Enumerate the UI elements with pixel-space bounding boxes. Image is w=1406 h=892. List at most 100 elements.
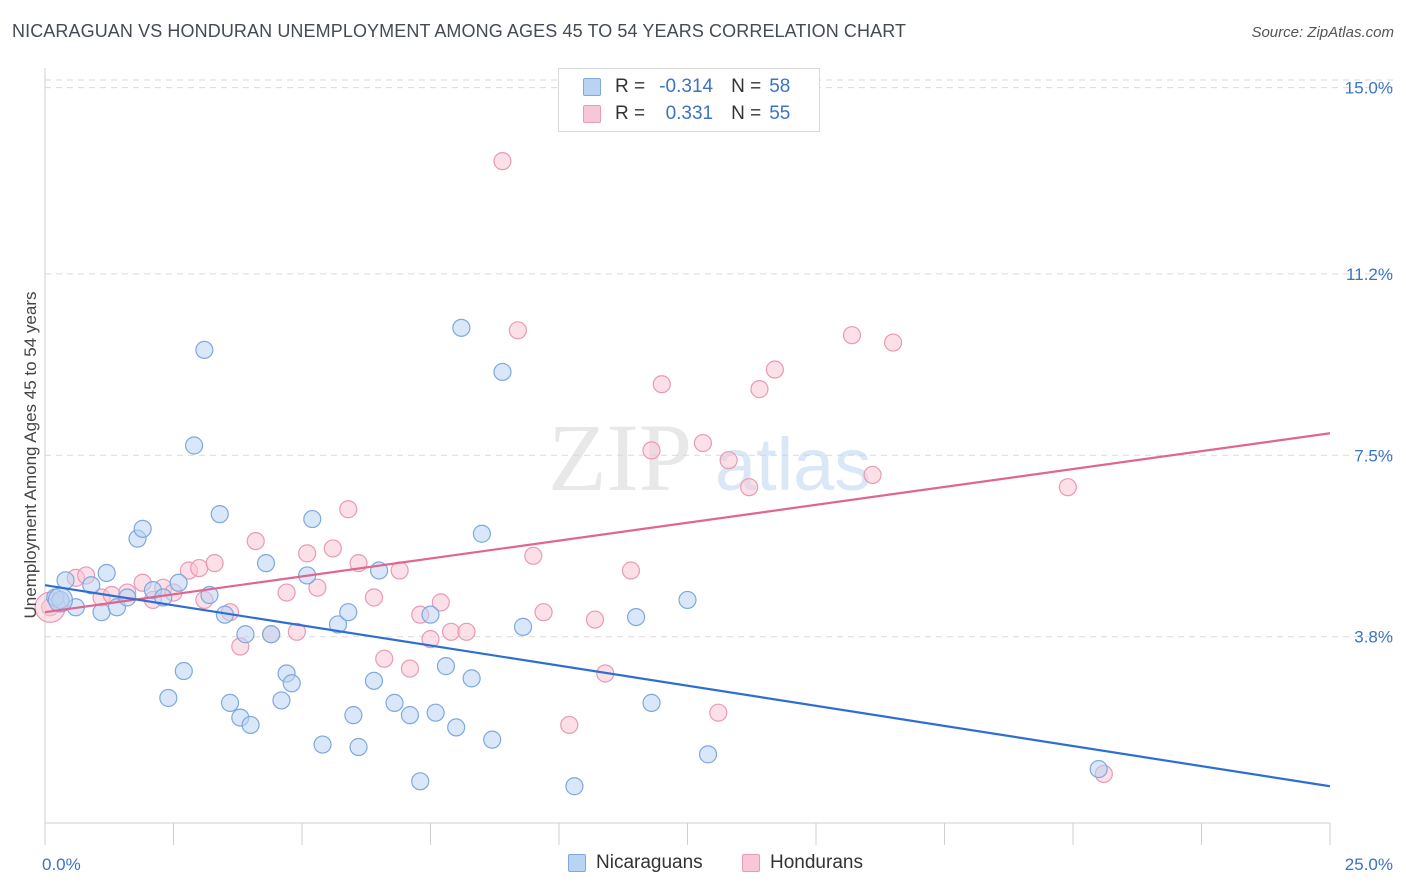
x-tick-label-min: 0.0% (42, 855, 81, 874)
honduran-point-49 (750, 380, 769, 399)
nicaraguan-trend-line (44, 584, 1331, 788)
legend-r-label: R = (615, 103, 646, 124)
honduran-point-52 (863, 465, 882, 485)
nicaraguan-point-46 (452, 318, 471, 337)
honduran-point-32 (431, 593, 450, 612)
nicaraguan-point-53 (626, 607, 646, 627)
nicaraguan-point-57 (1089, 759, 1108, 779)
honduran-trend-line (44, 432, 1331, 614)
nicaraguan-point-19 (210, 505, 229, 524)
bottom-legend-nicaraguans: Nicaraguans (568, 852, 703, 874)
nicaraguan-point-14 (169, 573, 188, 592)
legend-n-label: N = (731, 76, 762, 97)
honduran-point-27 (375, 649, 394, 668)
nicaraguan-point-16 (184, 436, 204, 455)
honduran-point-22 (308, 578, 327, 597)
nicaraguan-point-36 (349, 737, 368, 757)
honduran-point-36 (508, 321, 527, 340)
honduran-point-33 (441, 622, 461, 641)
honduran-point-46 (709, 703, 728, 722)
honduran-point-26 (364, 588, 384, 607)
bottom-legend-label-hondurans: Hondurans (770, 852, 863, 873)
y-tick-label-1: 7.5% (1354, 446, 1393, 465)
legend-r-label: R = (615, 76, 646, 97)
axes (44, 68, 1331, 845)
honduran-point-29 (400, 659, 420, 678)
honduran-point-17 (246, 532, 265, 551)
nicaraguan-point-47 (462, 669, 481, 688)
nicaraguan-point-35 (344, 706, 363, 725)
y-tick-label-2: 11.2% (1346, 265, 1393, 284)
honduran-point-44 (652, 375, 671, 394)
nicaraguan-point-43 (426, 703, 445, 722)
legend-n-label: N = (731, 103, 762, 124)
legend-n-value-hondurans: 55 (769, 103, 791, 124)
nicaraguan-point-33 (328, 615, 348, 634)
honduran-point-47 (719, 451, 738, 470)
legend-row-nicaraguans: R = -0.314 N = 58 (583, 74, 790, 100)
nicaraguan-point-54 (642, 693, 661, 712)
honduran-point-40 (585, 610, 605, 629)
honduran-point-21 (298, 544, 317, 563)
nicaraguan-point-51 (513, 617, 533, 636)
nicaraguan-point-42 (421, 605, 440, 624)
nicaraguan-point-6 (97, 563, 116, 583)
honduran-point-23 (323, 539, 342, 558)
y-axis-title: Unemployment Among Ages 45 to 54 years (21, 291, 40, 619)
nicaraguan-point-49 (483, 730, 502, 749)
honduran-point-53 (883, 333, 903, 352)
honduran-point-20 (287, 622, 306, 641)
nicaraguan-point-27 (272, 691, 291, 710)
legend-swatch-hondurans (583, 105, 601, 123)
nicaraguan-point-25 (256, 554, 276, 573)
honduran-point-39 (560, 715, 579, 735)
y-tick-label-3: 15.0% (1345, 79, 1393, 98)
honduran-point-42 (621, 561, 641, 580)
nicaraguan-point-15 (174, 661, 193, 681)
chart-title: NICARAGUAN VS HONDURAN UNEMPLOYMENT AMON… (12, 21, 907, 41)
nicaraguan-point-26 (262, 625, 281, 644)
nicaraguan-point-55 (678, 590, 697, 610)
honduran-point-43 (642, 441, 661, 460)
nicaraguan-point-48 (472, 524, 491, 543)
tick-labels: 3.8% 7.5% 11.2% 15.0% 0.0% 25.0% (42, 79, 1393, 874)
x-tick-label-max: 25.0% (1345, 855, 1393, 874)
nicaraguan-point-21 (220, 693, 240, 712)
honduran-point-45 (693, 433, 713, 453)
honduran-point-35 (493, 152, 512, 171)
legend-r-value-nicaraguans: -0.314 (659, 76, 714, 97)
honduran-point-55 (1058, 478, 1077, 497)
source-label: Source: ZipAtlas.com (1251, 24, 1394, 41)
watermark-atlas: atlas (715, 423, 871, 506)
nicaraguan-point-34 (339, 603, 358, 622)
honduran-point-24 (339, 500, 358, 519)
honduran-point-31 (421, 630, 440, 649)
nicaraguan-point-40 (400, 706, 420, 725)
nicaraguan-point-29 (282, 674, 301, 693)
honduran-point-34 (457, 622, 476, 641)
honduran-point-12 (190, 558, 209, 578)
honduran-point-50 (765, 360, 784, 379)
legend-n-value-nicaraguans: 58 (769, 76, 791, 97)
nicaraguan-point-50 (493, 362, 512, 382)
watermark: ZIP atlas (548, 404, 871, 511)
trend-lines (44, 432, 1331, 788)
bottom-legend-swatch-hondurans (742, 854, 760, 872)
bottom-legend-label-nicaraguans: Nicaraguans (596, 852, 703, 873)
bottom-legend-swatch-nicaraguans (568, 854, 586, 872)
nicaraguan-point-10 (133, 519, 152, 538)
honduran-point-51 (842, 326, 862, 345)
nicaraguan-point-13 (159, 688, 178, 708)
nicaraguan-point-52 (565, 777, 584, 796)
y-tick-label-0: 3.8% (1354, 628, 1393, 647)
honduran-point-37 (524, 546, 543, 565)
bottom-legend-hondurans: Hondurans (742, 852, 863, 874)
legend-row-hondurans: R = 0.331 N = 55 (583, 101, 790, 127)
nicaraguan-point-17 (195, 340, 214, 359)
nicaraguan-point-56 (698, 745, 718, 764)
nicaraguan-point-41 (411, 772, 430, 791)
honduran-point-38 (534, 603, 553, 622)
nicaraguan-point-2 (56, 571, 75, 590)
nicaraguan-point-44 (436, 657, 456, 676)
